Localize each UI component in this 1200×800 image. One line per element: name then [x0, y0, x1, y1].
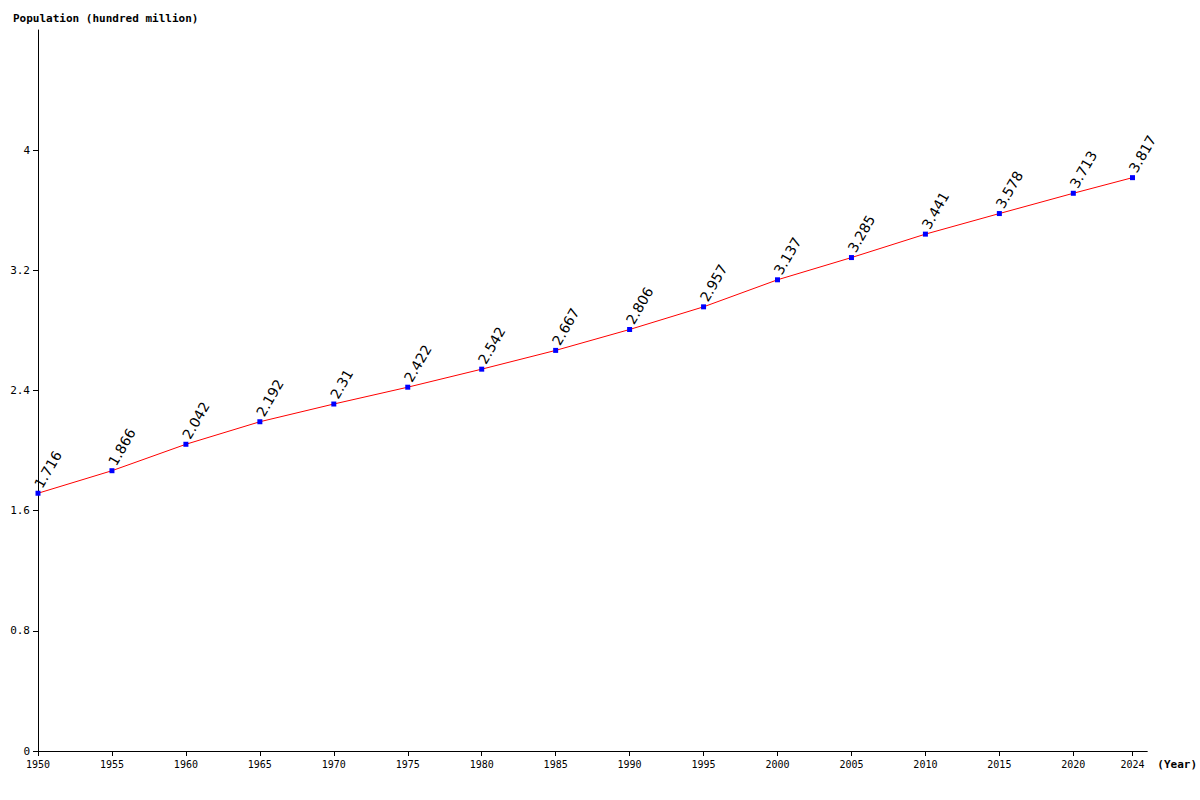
svg-text:1970: 1970	[322, 759, 346, 770]
svg-text:2024: 2024	[1120, 759, 1144, 770]
svg-text:2.31: 2.31	[327, 367, 356, 402]
svg-text:1.866: 1.866	[105, 425, 139, 468]
svg-text:3.441: 3.441	[918, 189, 952, 232]
svg-text:2.4: 2.4	[10, 384, 30, 397]
svg-text:3.285: 3.285	[845, 212, 879, 255]
svg-text:1955: 1955	[100, 759, 124, 770]
svg-text:3.817: 3.817	[1126, 132, 1160, 175]
svg-text:2010: 2010	[913, 759, 937, 770]
svg-text:2.422: 2.422	[401, 342, 435, 385]
svg-text:0: 0	[23, 745, 30, 758]
svg-text:3.713: 3.713	[1066, 148, 1100, 191]
svg-text:1950: 1950	[26, 759, 50, 770]
svg-text:2.957: 2.957	[697, 262, 731, 305]
svg-text:4: 4	[23, 144, 30, 157]
svg-text:2.667: 2.667	[549, 305, 583, 348]
svg-text:3.137: 3.137	[771, 235, 805, 278]
svg-text:2020: 2020	[1061, 759, 1085, 770]
svg-text:1985: 1985	[544, 759, 568, 770]
svg-text:1975: 1975	[396, 759, 420, 770]
svg-text:2.806: 2.806	[623, 284, 657, 327]
svg-text:2.192: 2.192	[253, 377, 287, 420]
svg-text:Population (hundred million): Population (hundred million)	[13, 12, 198, 25]
svg-text:1995: 1995	[692, 759, 716, 770]
svg-text:1.6: 1.6	[10, 504, 30, 517]
svg-text:3.578: 3.578	[992, 168, 1026, 211]
svg-text:(Year): (Year)	[1157, 758, 1197, 771]
svg-text:1965: 1965	[248, 759, 272, 770]
svg-text:1.716: 1.716	[31, 448, 65, 491]
svg-text:2015: 2015	[987, 759, 1011, 770]
svg-text:2005: 2005	[839, 759, 863, 770]
svg-text:2.042: 2.042	[179, 399, 213, 442]
svg-text:0.8: 0.8	[10, 624, 30, 637]
svg-text:1960: 1960	[174, 759, 198, 770]
svg-text:3.2: 3.2	[10, 264, 30, 277]
svg-text:2.542: 2.542	[475, 324, 509, 367]
svg-text:1980: 1980	[470, 759, 494, 770]
svg-text:2000: 2000	[765, 759, 789, 770]
svg-text:1990: 1990	[618, 759, 642, 770]
